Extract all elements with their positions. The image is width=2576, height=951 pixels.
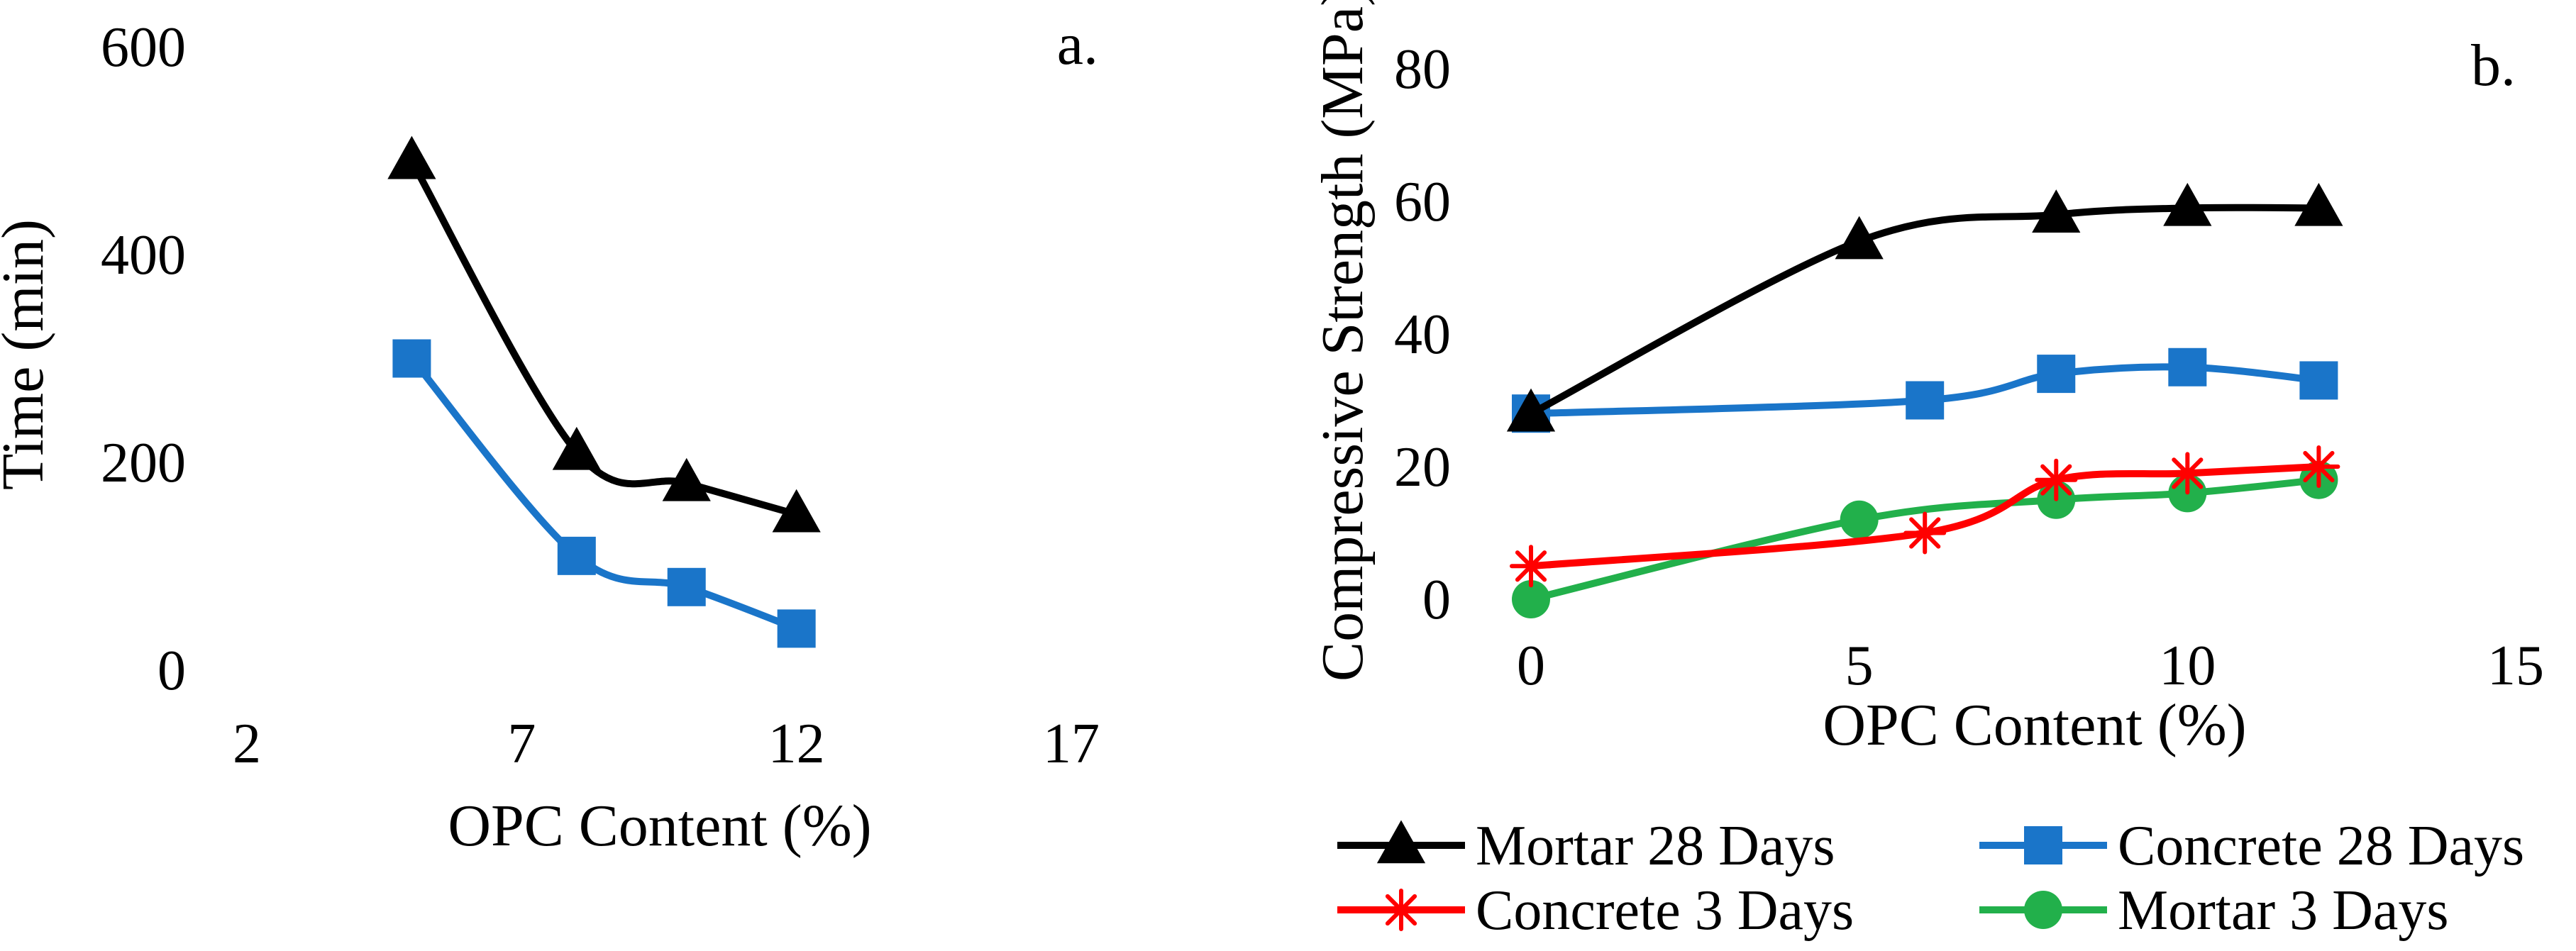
panel-b: 0 5 10 15 0 20 40 60 80 OPC Content (%) Compressiv… — [1310, 0, 2544, 942]
data-point-concrete-28-days — [2299, 361, 2338, 400]
x-tick-label: 2 — [233, 713, 261, 775]
data-point-concrete-3-days — [2297, 445, 2340, 488]
data-point-mortar-28-days — [2032, 189, 2081, 233]
data-point-concrete-3-days — [2166, 452, 2209, 495]
series-concrete-28-days — [392, 339, 816, 648]
data-point-concrete-28-days — [777, 609, 816, 648]
x-axis-title: OPC Content (%) — [1823, 692, 2246, 758]
series-mortar-28-days — [1506, 182, 2343, 432]
series-line-concrete-28-days — [408, 355, 800, 633]
data-point-mortar-3-days — [1840, 500, 1879, 539]
data-point-concrete-3-days — [1903, 511, 1947, 555]
legend-label: Mortar 3 Days — [2118, 879, 2449, 942]
legend-marker — [2024, 826, 2062, 864]
x-tick-label: 7 — [507, 713, 536, 775]
legend-item-concrete-3-days: Concrete 3 Days — [1337, 879, 1854, 942]
data-point-concrete-3-days-stroke — [2172, 457, 2204, 489]
data-point-mortar-3-days — [1512, 580, 1550, 618]
x-tick-label: 0 — [1517, 635, 1545, 697]
series-line-concrete-3-days — [1527, 463, 2323, 570]
y-tick-label: 200 — [101, 432, 186, 494]
legend-marker — [2024, 891, 2062, 929]
panel-label: b. — [2471, 33, 2516, 99]
y-tick-label: 20 — [1394, 436, 1451, 499]
data-point-concrete-28-days — [1906, 381, 1945, 420]
data-point-concrete-3-days-stroke — [1515, 550, 1547, 582]
data-point-concrete-28-days — [667, 567, 706, 606]
series-line-concrete-28-days — [1527, 363, 2323, 418]
y-tick-label: 40 — [1394, 304, 1451, 366]
data-point-concrete-28-days — [557, 536, 596, 575]
data-point-concrete-3-days — [2035, 458, 2078, 501]
series-mortar-28-days — [387, 135, 821, 533]
y-tick-label: 80 — [1394, 38, 1451, 101]
data-point-mortar-28-days — [387, 135, 436, 179]
x-axis-title: OPC Content (%) — [448, 793, 871, 859]
y-tick-label: 400 — [101, 224, 186, 287]
y-tick-label: 0 — [157, 640, 186, 702]
data-point-concrete-28-days — [392, 339, 431, 378]
y-axis-title: Compressive Strength (MPa) — [1310, 0, 1376, 682]
legend-label: Concrete 28 Days — [2118, 815, 2524, 877]
x-tick-label: 12 — [768, 713, 825, 775]
series-concrete-28-days — [1512, 347, 2338, 433]
data-point-mortar-28-days — [2163, 182, 2212, 226]
data-point-concrete-3-days-stroke — [1909, 517, 1941, 549]
x-tick-label: 5 — [1845, 635, 1874, 697]
data-point-mortar-28-days — [2294, 182, 2343, 226]
series-concrete-3-days — [1510, 445, 2340, 588]
data-point-mortar-28-days — [1835, 216, 1884, 260]
y-tick-label: 60 — [1394, 171, 1451, 233]
legend: Mortar 28 Days Concrete 28 Days Concrete 3… — [1337, 815, 2524, 942]
legend-marker — [1380, 889, 1422, 931]
panel-a: 2 7 12 17 0 200 400 600 OPC Content (%) Time (min… — [0, 11, 1100, 859]
data-point-concrete-3-days-stroke — [2303, 450, 2335, 483]
legend-marker — [1376, 820, 1426, 864]
x-tick-label: 17 — [1043, 713, 1100, 775]
legend-item-mortar-28-days: Mortar 28 Days — [1337, 815, 1835, 877]
x-tick-label: 10 — [2159, 635, 2216, 697]
data-point-concrete-28-days — [2168, 347, 2207, 386]
data-point-concrete-3-days — [1510, 545, 1552, 588]
legend-label: Mortar 28 Days — [1476, 815, 1835, 877]
data-point-mortar-28-days — [1506, 388, 1556, 432]
data-point-concrete-3-days-stroke — [2040, 464, 2072, 496]
legend-label: Concrete 3 Days — [1476, 879, 1854, 942]
series-line-mortar-28-days — [408, 157, 800, 518]
legend-item-mortar-3-days: Mortar 3 Days — [1979, 879, 2449, 942]
y-axis-title: Time (min) — [0, 219, 56, 490]
data-point-mortar-28-days — [772, 489, 821, 533]
y-tick-label: 600 — [101, 16, 186, 79]
legend-marker-stroke — [1385, 894, 1417, 926]
y-tick-label: 0 — [1422, 569, 1451, 631]
x-tick-label: 15 — [2487, 635, 2544, 697]
data-point-mortar-28-days — [662, 457, 711, 501]
data-point-mortar-28-days — [552, 426, 601, 470]
legend-item-concrete-28-days: Concrete 28 Days — [1979, 815, 2524, 877]
data-point-concrete-28-days — [2037, 355, 2076, 394]
series-line-mortar-28-days — [1527, 204, 2323, 418]
panel-label: a. — [1057, 11, 1098, 77]
